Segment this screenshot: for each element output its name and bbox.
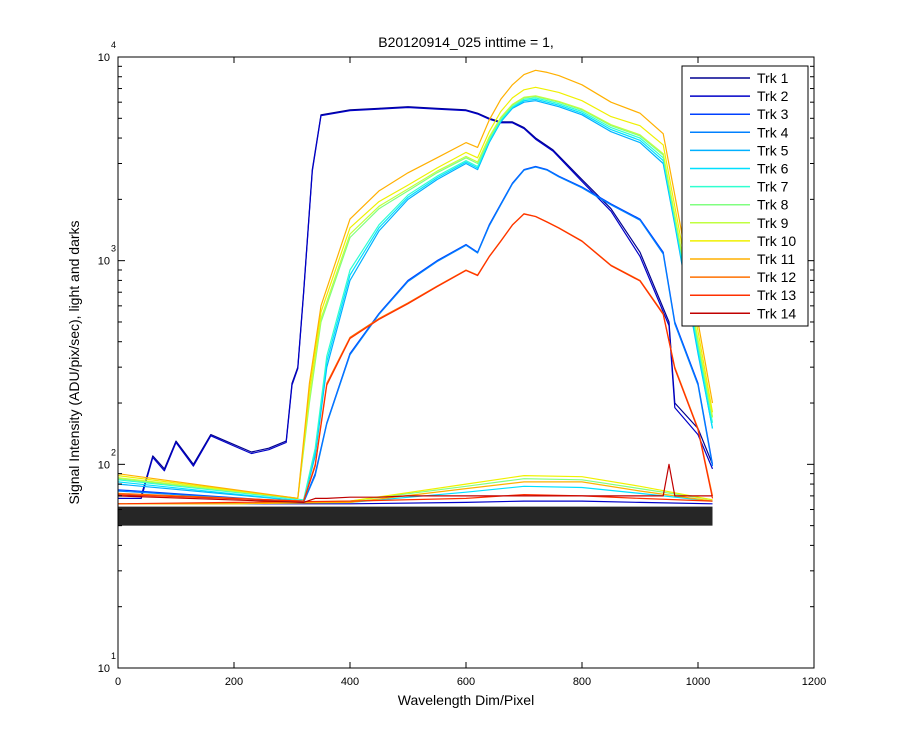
- dark-floor-band: [118, 506, 713, 526]
- series-line-trk-4: [117, 166, 714, 503]
- legend-label: Trk 6: [757, 161, 789, 177]
- y-tick-exponent: 1: [111, 651, 116, 661]
- y-tick-label: 10: [98, 459, 110, 471]
- series-layer: [117, 69, 714, 503]
- legend-label: Trk 7: [757, 179, 789, 195]
- series-line-trk-11: [117, 69, 714, 499]
- legend-label: Trk 9: [757, 215, 789, 231]
- series-line-trk-1: [118, 106, 714, 497]
- y-tick-exponent: 3: [111, 244, 116, 254]
- legend-label: Trk 3: [757, 106, 789, 122]
- series-line-trk-7: [117, 97, 714, 501]
- y-tick-exponent: 4: [111, 40, 116, 50]
- y-tick-label: 10: [98, 663, 110, 675]
- legend-label: Trk 14: [757, 305, 796, 321]
- x-tick-label: 200: [225, 676, 243, 688]
- x-tick-label: 1200: [802, 676, 826, 688]
- legend-box: [681, 65, 809, 327]
- legend-label: Trk 5: [757, 142, 789, 158]
- legend: Trk 1 Trk 2 Trk 3 Trk 4 Trk 5 Trk 6 Trk 7 Trk 8…: [681, 65, 809, 327]
- legend-label: Trk 1: [757, 70, 789, 86]
- y-tick-label: 10: [98, 52, 110, 64]
- dark-band-line: [118, 481, 713, 505]
- y-tick-exponent: 2: [111, 447, 116, 457]
- chart-title: B20120914_025 inttime = 1,: [378, 34, 554, 50]
- series-line-trk-13: [117, 213, 714, 502]
- dark-floor-layer: [118, 506, 713, 526]
- x-tick-label: 400: [341, 676, 359, 688]
- series-line-trk-2: [118, 106, 714, 499]
- x-tick-label: 0: [115, 676, 121, 688]
- series-line-trk-9: [117, 95, 714, 499]
- x-tick-label: 1000: [686, 676, 710, 688]
- y-axis-label: Signal Intensity (ADU/pix/sec), light an…: [66, 220, 82, 504]
- legend-label: Trk 11: [757, 251, 795, 267]
- x-tick-label: 600: [457, 676, 475, 688]
- x-tick-label: 800: [573, 676, 591, 688]
- legend-label: Trk 2: [757, 88, 789, 104]
- x-axis-label: Wavelength Dim/Pixel: [398, 692, 534, 708]
- legend-label: Trk 13: [757, 287, 796, 303]
- series-line-trk-14: [117, 463, 713, 503]
- y-tick-label: 10: [98, 256, 110, 268]
- legend-label: Trk 10: [757, 233, 796, 249]
- legend-label: Trk 4: [757, 124, 789, 140]
- x-axis: 0 200 400 600 800 1000 1200: [115, 57, 826, 688]
- series-line-trk-10: [117, 86, 714, 499]
- legend-label: Trk 12: [757, 269, 796, 285]
- legend-label: Trk 8: [757, 197, 789, 213]
